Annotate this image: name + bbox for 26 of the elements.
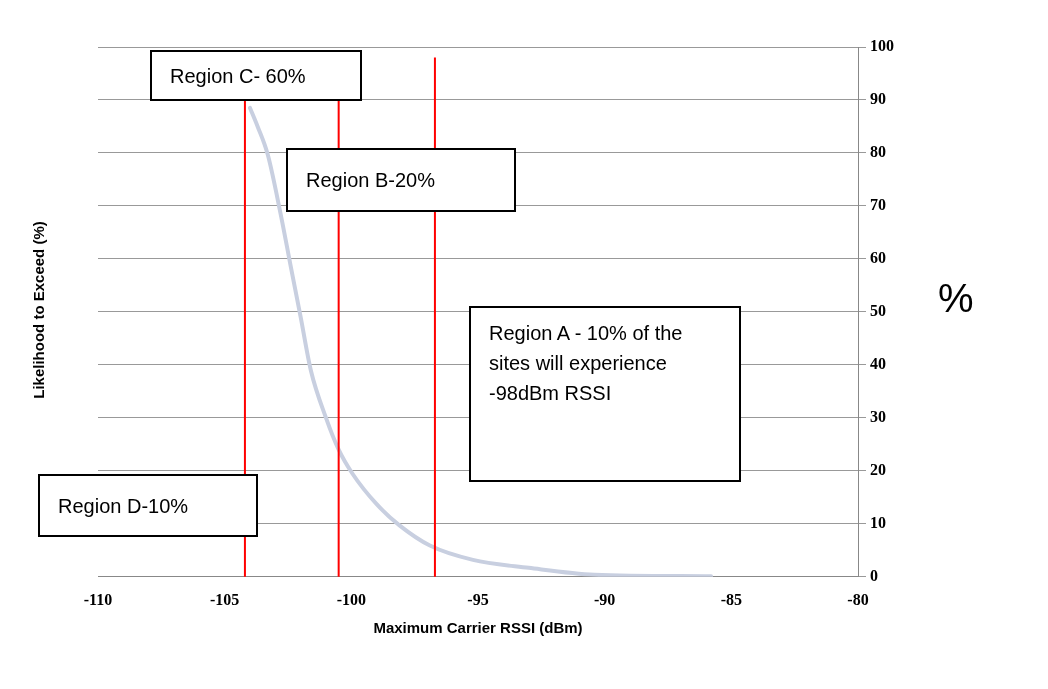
y-tick-label: 20 [870, 460, 886, 478]
x-tick-label: -90 [594, 590, 616, 608]
y-axis-title: Likelihood to Exceed (%) [29, 221, 47, 399]
x-tick-label: -105 [210, 590, 240, 608]
y-tick-label: 40 [870, 355, 886, 373]
y-tick-label: 10 [870, 513, 886, 531]
x-tick-label: -95 [467, 590, 489, 608]
y-tick-label: 80 [870, 143, 886, 161]
line-series [248, 105, 714, 577]
y-tick-label: 30 [870, 408, 886, 425]
x-tick-label: -80 [847, 590, 869, 608]
callout-box: Region D-10% [38, 474, 258, 537]
y-tick-label: 60 [870, 249, 886, 267]
callout-box: Region A - 10% of the sites will experience -98dBm RSSI [469, 306, 741, 482]
y-tick-label: 0 [870, 566, 878, 584]
callout-box: Region C- 60% [150, 50, 362, 101]
callout-box: Region B-20% [286, 148, 516, 212]
x-tick-label: -110 [83, 590, 113, 608]
y-tick-label: 100 [870, 37, 894, 55]
y-tick-label: 90 [870, 90, 886, 108]
y-tick-label: 50 [870, 302, 886, 320]
x-tick-label: -85 [720, 590, 742, 608]
x-tick-label: -100 [336, 590, 366, 608]
x-axis-title: Maximum Carrier RSSI (dBm) [373, 619, 583, 637]
y-tick-label: 70 [870, 196, 886, 214]
unit-label: % [938, 276, 974, 321]
